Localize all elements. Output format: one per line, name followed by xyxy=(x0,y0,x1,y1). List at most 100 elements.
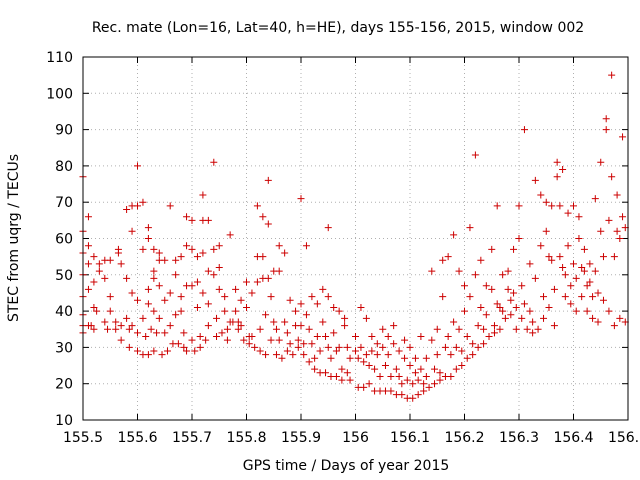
data-point xyxy=(537,191,545,199)
data-point xyxy=(134,296,141,304)
data-point xyxy=(253,202,261,210)
y-tick-label: 10 xyxy=(55,413,73,429)
x-tick-label: 155.5 xyxy=(63,430,103,446)
data-point xyxy=(125,343,133,351)
data-point xyxy=(578,293,586,301)
data-point xyxy=(237,322,245,330)
data-point xyxy=(572,307,580,315)
data-point xyxy=(264,176,272,184)
data-point xyxy=(300,351,308,359)
data-point xyxy=(128,289,136,297)
data-point xyxy=(450,231,458,239)
data-point xyxy=(531,274,539,282)
data-point xyxy=(302,242,310,250)
data-point xyxy=(221,293,229,301)
data-point xyxy=(570,202,577,210)
data-point xyxy=(84,213,92,221)
data-point xyxy=(619,133,627,141)
data-point xyxy=(452,365,460,373)
data-point xyxy=(324,343,332,351)
data-point xyxy=(490,329,498,337)
data-point xyxy=(338,365,346,373)
data-point xyxy=(409,380,417,388)
data-point xyxy=(213,333,221,341)
data-point xyxy=(381,362,389,370)
data-point xyxy=(392,365,400,373)
y-tick-label: 60 xyxy=(55,232,73,248)
data-point xyxy=(447,351,455,359)
data-point xyxy=(534,325,542,333)
data-point xyxy=(248,333,256,341)
data-point xyxy=(155,314,163,322)
data-point xyxy=(330,329,338,337)
data-point xyxy=(327,354,335,362)
data-point xyxy=(210,158,218,166)
data-point xyxy=(411,354,419,362)
data-point xyxy=(352,347,359,355)
data-point xyxy=(431,365,439,373)
data-point xyxy=(376,372,384,380)
data-point xyxy=(106,256,114,264)
y-tick-label: 50 xyxy=(55,268,73,284)
data-point xyxy=(166,322,174,330)
data-point xyxy=(613,191,621,199)
data-point xyxy=(104,325,112,333)
data-point xyxy=(281,249,289,257)
data-point xyxy=(520,126,528,134)
x-tick-label: 156 xyxy=(342,430,369,446)
data-point xyxy=(180,329,188,337)
data-point xyxy=(436,369,444,377)
data-point xyxy=(262,311,270,319)
data-point xyxy=(444,333,452,341)
data-point xyxy=(335,307,343,315)
data-point xyxy=(572,274,580,282)
data-point xyxy=(526,307,534,315)
data-point xyxy=(496,303,504,311)
data-point xyxy=(504,267,512,275)
data-point xyxy=(174,340,182,348)
data-point xyxy=(311,354,319,362)
data-point xyxy=(341,322,349,330)
data-point xyxy=(101,318,109,326)
data-point xyxy=(379,343,387,351)
data-point xyxy=(322,369,330,377)
data-point xyxy=(605,307,613,315)
data-point xyxy=(433,325,441,333)
data-point xyxy=(357,303,365,311)
data-point xyxy=(387,372,395,380)
data-point xyxy=(123,274,131,282)
data-point xyxy=(589,293,597,301)
data-point xyxy=(259,213,267,221)
data-point xyxy=(461,307,468,315)
data-point xyxy=(213,314,221,322)
data-point xyxy=(302,311,310,319)
data-point xyxy=(586,260,594,268)
data-point xyxy=(283,329,291,337)
data-point xyxy=(311,365,319,373)
data-point xyxy=(368,347,376,355)
data-point xyxy=(163,347,171,355)
data-point xyxy=(243,278,250,286)
data-point xyxy=(458,362,466,370)
data-point xyxy=(84,242,92,250)
data-points xyxy=(79,71,629,402)
data-point xyxy=(346,376,354,384)
data-point xyxy=(161,256,169,264)
data-point xyxy=(346,354,354,362)
data-point xyxy=(166,289,174,297)
data-point xyxy=(324,293,332,301)
data-point xyxy=(193,278,201,286)
data-point xyxy=(262,351,270,359)
data-point xyxy=(515,202,523,210)
data-point xyxy=(172,271,180,279)
data-point xyxy=(125,325,133,333)
data-point xyxy=(196,333,204,341)
data-point xyxy=(248,289,256,297)
data-point xyxy=(493,300,501,308)
data-point xyxy=(308,293,316,301)
data-point xyxy=(499,271,507,279)
data-point xyxy=(395,347,403,355)
data-point xyxy=(450,318,458,326)
data-point xyxy=(275,267,283,275)
data-point xyxy=(341,314,349,322)
